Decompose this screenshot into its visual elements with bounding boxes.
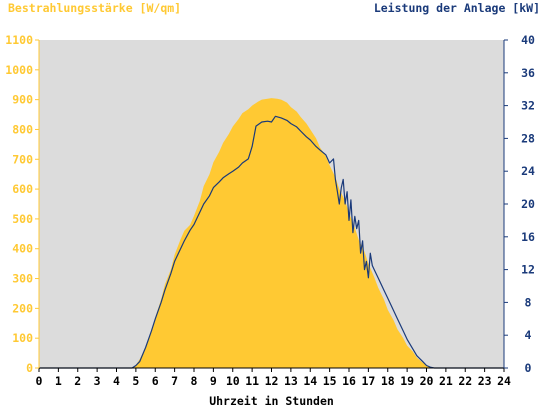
irradiance-area	[39, 98, 504, 368]
x-tick-label: 17	[361, 374, 375, 388]
left-tick-label: 300	[12, 272, 33, 286]
x-axis-label: Uhrzeit in Stunden	[209, 394, 334, 408]
left-tick-label: 1000	[5, 63, 33, 77]
x-tick-label: 20	[420, 374, 434, 388]
left-tick-label: 500	[12, 212, 33, 226]
x-tick-label: 15	[323, 374, 337, 388]
left-tick-label: 1100	[5, 33, 33, 47]
right-tick-label: 36	[521, 66, 535, 80]
left-tick-label: 600	[12, 182, 33, 196]
left-axis-title: Bestrahlungsstärke [W/qm]	[8, 1, 182, 15]
x-tick-label: 14	[303, 374, 317, 388]
right-tick-label: 0	[525, 361, 532, 375]
power-line	[39, 115, 504, 369]
power-layer	[39, 115, 504, 369]
right-tick-label: 16	[521, 230, 535, 244]
right-tick-label: 32	[521, 99, 535, 113]
left-tick-label: 100	[12, 331, 33, 345]
axis-layer: 0 1 2 3 4 5 6 7 8 9 10 11 12 13 14 15 16 17 18 19 20 21 22 23 24…	[5, 33, 535, 388]
left-tick-label: 900	[12, 93, 33, 107]
x-tick-label: 22	[458, 374, 472, 388]
right-tick-label: 12	[521, 263, 535, 277]
x-tick-label: 10	[226, 374, 240, 388]
x-tick-label: 13	[284, 374, 298, 388]
right-tick-label: 4	[525, 328, 532, 342]
x-tick-label: 3	[94, 374, 101, 388]
x-tick-label: 9	[210, 374, 217, 388]
right-tick-label: 20	[521, 197, 535, 211]
x-tick-label: 11	[245, 374, 259, 388]
x-tick-label: 8	[191, 374, 198, 388]
left-tick-label: 400	[12, 242, 33, 256]
x-tick-label: 19	[400, 374, 414, 388]
x-tick-label: 4	[113, 374, 120, 388]
left-tick-label: 0	[26, 361, 33, 375]
x-tick-label: 5	[132, 374, 139, 388]
right-tick-label: 8	[525, 295, 532, 309]
left-tick-label: 700	[12, 152, 33, 166]
right-tick-label: 24	[521, 164, 535, 178]
irradiance-layer	[39, 98, 504, 368]
x-tick-label: 21	[439, 374, 453, 388]
left-tick-label: 800	[12, 122, 33, 136]
x-tick-label: 6	[152, 374, 159, 388]
x-tick-label: 23	[478, 374, 492, 388]
x-tick-label: 0	[36, 374, 43, 388]
x-tick-label: 7	[171, 374, 178, 388]
right-tick-label: 28	[521, 131, 535, 145]
x-tick-label: 2	[74, 374, 81, 388]
left-tick-label: 200	[12, 301, 33, 315]
x-tick-label: 18	[381, 374, 395, 388]
right-axis-title: Leistung der Anlage [kW]	[373, 1, 540, 15]
x-tick-label: 24	[497, 374, 511, 388]
x-tick-label: 16	[342, 374, 356, 388]
right-tick-label: 40	[521, 33, 535, 47]
x-tick-label: 1	[55, 374, 62, 388]
x-tick-label: 12	[265, 374, 279, 388]
